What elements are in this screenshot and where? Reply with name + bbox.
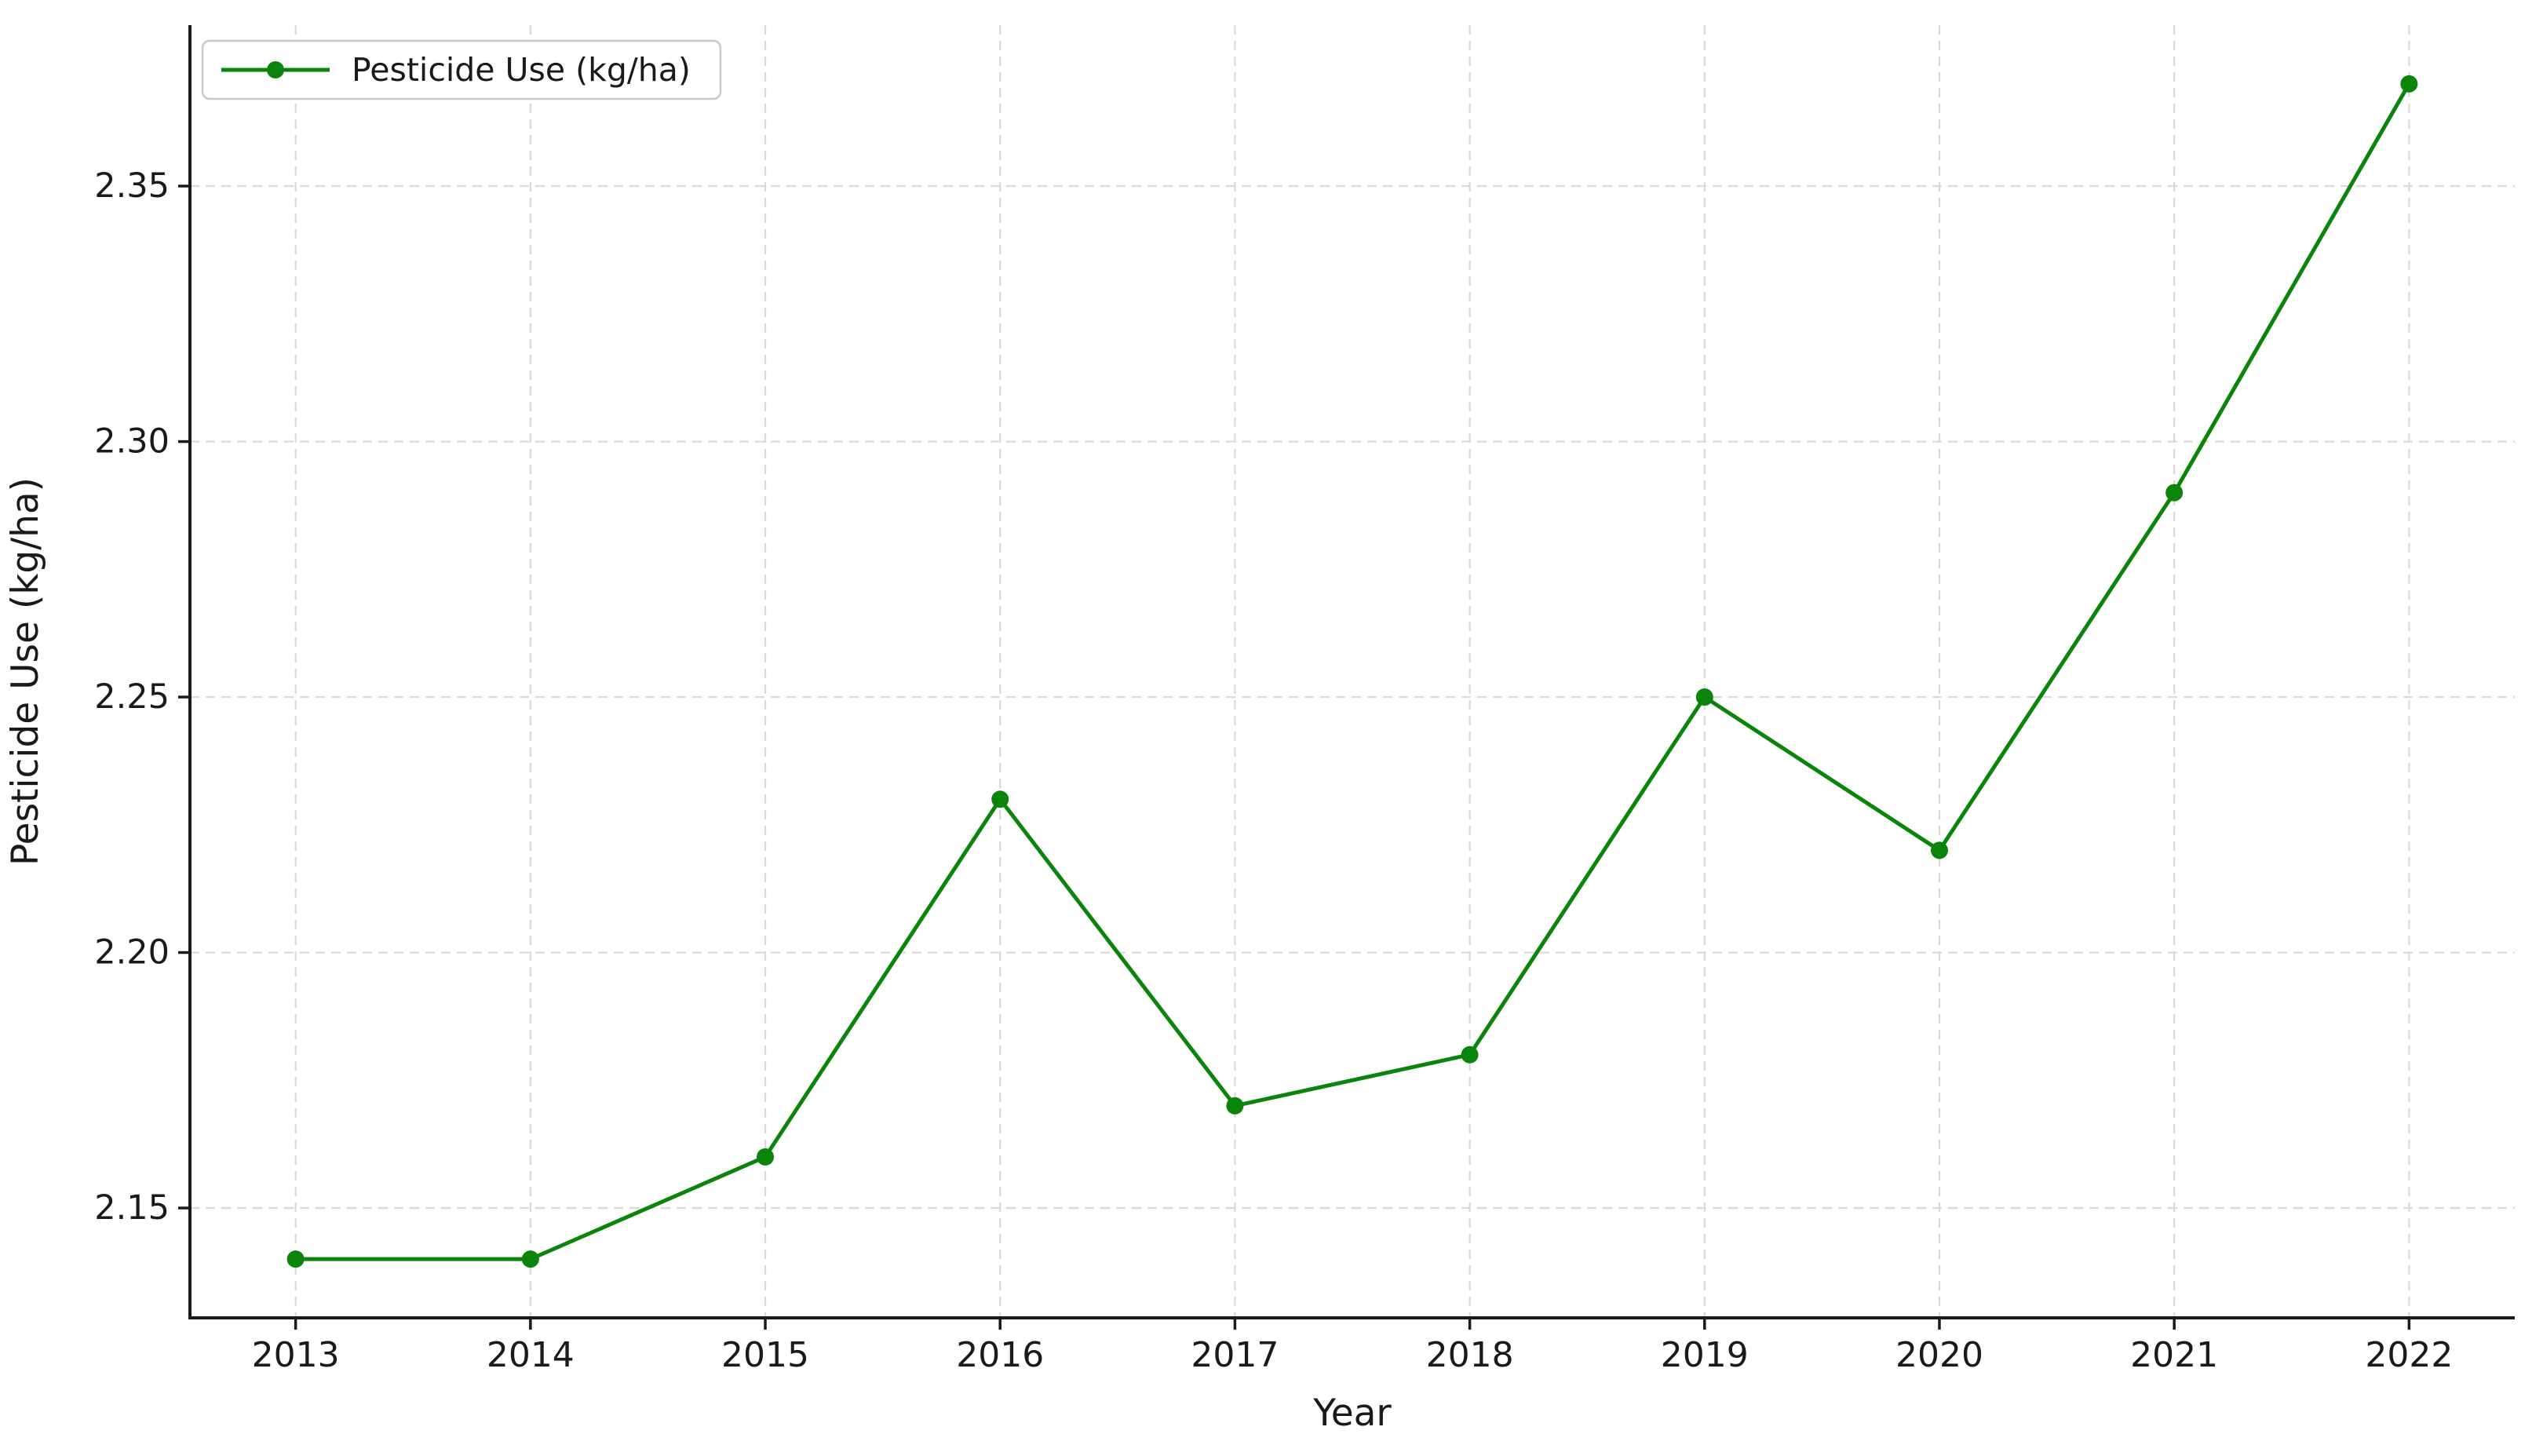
data-point-2017 xyxy=(1226,1097,1244,1115)
x-tick-label: 2015 xyxy=(721,1335,809,1375)
legend-label: Pesticide Use (kg/ha) xyxy=(352,51,691,89)
x-tick-label: 2013 xyxy=(252,1335,340,1375)
y-tick-label: 2.30 xyxy=(94,422,170,462)
x-tick-label: 2020 xyxy=(1895,1335,1983,1375)
data-point-2015 xyxy=(757,1148,775,1166)
data-point-2021 xyxy=(2165,484,2184,502)
data-point-2018 xyxy=(1461,1045,1479,1064)
data-point-2019 xyxy=(1695,688,1713,706)
data-line-pesticide-use-kg-ha- xyxy=(295,82,2411,1261)
x-axis-label: Year xyxy=(1312,1392,1392,1435)
y-axis-label: Pesticide Use (kg/ha) xyxy=(4,477,47,866)
data-point-2022 xyxy=(2400,75,2418,93)
y-tick-label: 2.15 xyxy=(94,1188,170,1228)
x-tick-label: 2016 xyxy=(956,1335,1044,1375)
y-tick-label: 2.20 xyxy=(94,933,170,972)
x-tick-label: 2017 xyxy=(1191,1335,1279,1375)
x-tick-label: 2021 xyxy=(2130,1335,2218,1375)
data-point-2014 xyxy=(521,1250,539,1268)
axes-spines xyxy=(188,25,2515,1319)
legend-sample-marker-icon xyxy=(267,61,284,78)
y-tick-label: 2.25 xyxy=(94,677,170,717)
data-point-2020 xyxy=(1930,841,1948,859)
x-tick-label: 2019 xyxy=(1661,1335,1749,1375)
y-tick-label: 2.35 xyxy=(94,166,170,206)
x-tick-label: 2022 xyxy=(2365,1335,2453,1375)
x-tick-label: 2014 xyxy=(487,1335,575,1375)
data-point-2013 xyxy=(286,1250,305,1268)
data-point-2016 xyxy=(991,790,1009,808)
x-tick-label: 2018 xyxy=(1426,1335,1514,1375)
legend-box xyxy=(201,39,722,100)
